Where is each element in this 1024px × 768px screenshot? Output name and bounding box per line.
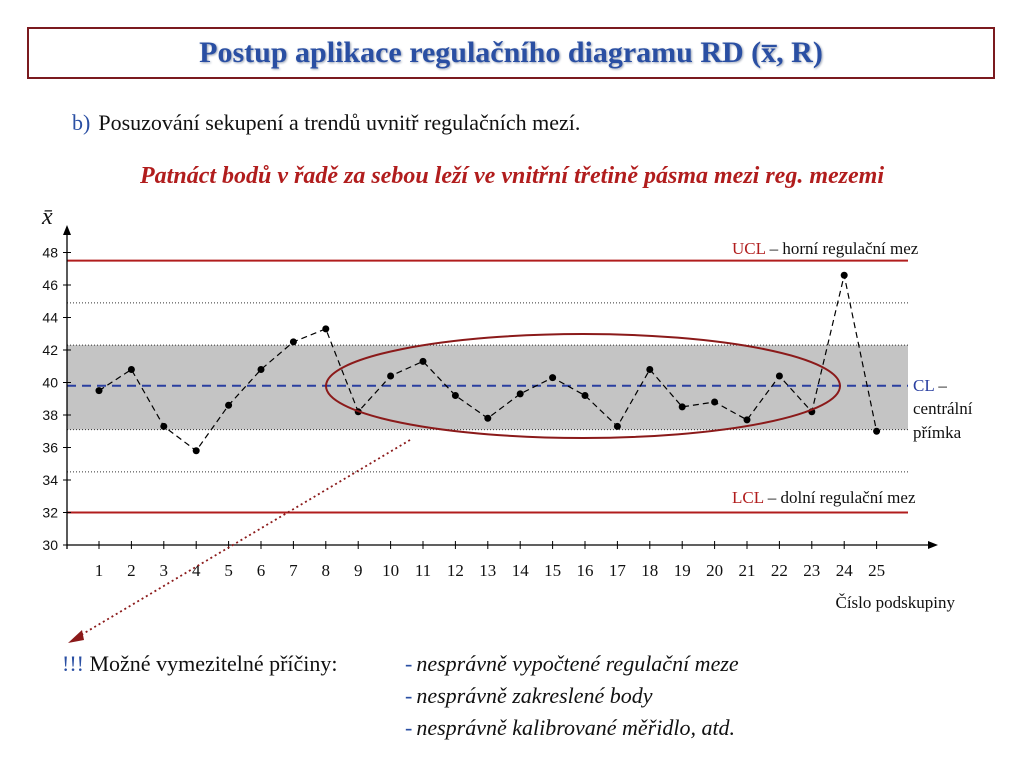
ucl-label: UCL – horní regulační mez (732, 239, 919, 258)
x-tick-label: 18 (641, 561, 658, 580)
x-tick-label: 4 (192, 561, 201, 580)
data-point (95, 387, 103, 395)
data-point (678, 403, 686, 411)
x-tick-label: 21 (739, 561, 756, 580)
y-tick-label: 40 (42, 375, 58, 391)
bullet-dash-icon: - (405, 715, 413, 740)
data-point (840, 271, 848, 279)
y-tick-label: 46 (42, 277, 58, 293)
causes-title: Možné vymezitelné příčiny: (89, 651, 338, 676)
x-tick-label: 9 (354, 561, 363, 580)
data-point (160, 422, 168, 430)
page-title: Postup aplikace regulačního diagramu RD … (199, 36, 823, 69)
y-tick-label: 44 (42, 310, 58, 326)
data-point (743, 416, 751, 424)
y-tick-label: 42 (42, 342, 58, 358)
data-point (257, 366, 265, 373)
data-point (127, 366, 135, 373)
y-axis-arrow-icon (63, 225, 71, 235)
cause-item-1: - nesprávně vypočtené regulační meze (405, 651, 739, 677)
x-axis-arrow-icon (928, 541, 938, 549)
x-tick-label: 7 (289, 561, 298, 580)
subtitle: b) Posuzování sekupení a trendů uvnitř re… (72, 110, 580, 136)
y-tick-label: 32 (42, 505, 58, 521)
x-tick-label: 1 (95, 561, 104, 580)
data-point (322, 325, 330, 333)
x-tick-label: 23 (803, 561, 820, 580)
subtitle-text: Posuzování sekupení a trendů uvnitř regu… (98, 110, 581, 135)
highlight-heading: Patnáct bodů v řadě za sebou leží ve vni… (140, 163, 884, 189)
x-tick-label: 14 (512, 561, 530, 580)
x-tick-label: 3 (160, 561, 169, 580)
causes-label: !!! Možné vymezitelné příčiny: (62, 651, 338, 677)
x-tick-label: 20 (706, 561, 723, 580)
x-tick-label: 22 (771, 561, 788, 580)
lcl-label-abbr: LCL (732, 488, 764, 507)
x-tick-label: 15 (544, 561, 561, 580)
y-tick-label: 34 (42, 472, 58, 488)
y-tick-label: 38 (42, 407, 58, 423)
data-point (873, 427, 881, 435)
x-tick-label: 17 (609, 561, 627, 580)
arrow-head-icon (68, 630, 84, 643)
lcl-label: LCL – dolní regulační mez (732, 488, 916, 507)
y-tick-label: 48 (42, 245, 58, 261)
cl-label-text: – (934, 376, 947, 395)
warning-prefix: !!! (62, 651, 84, 676)
x-tick-label: 8 (322, 561, 331, 580)
cl-label-abbr: CL (913, 376, 934, 395)
cause-item-2: - nesprávně zakreslené body (405, 683, 653, 709)
data-point (549, 374, 557, 382)
cause-text: nesprávně kalibrované měřidlo, atd. (416, 715, 736, 740)
title-box: Postup aplikace regulačního diagramu RD … (27, 27, 995, 79)
bullet-dash-icon: - (405, 651, 413, 676)
x-axis-label: Číslo podskupiny (836, 593, 956, 612)
ucl-label-text: – horní regulační mez (765, 239, 918, 258)
cl-label-line2: centrální (913, 399, 973, 418)
cause-text: nesprávně vypočtené regulační meze (416, 651, 739, 676)
cause-item-3: - nesprávně kalibrované měřidlo, atd. (405, 715, 735, 741)
highlight-ellipse (325, 333, 841, 439)
x-tick-label: 2 (127, 561, 136, 580)
y-tick-label: 36 (42, 440, 58, 456)
x-tick-label: 11 (415, 561, 431, 580)
data-point (192, 447, 200, 455)
y-axis-label: x̄ (41, 204, 53, 230)
lcl-label-text: – dolní regulační mez (763, 488, 915, 507)
x-tick-label: 24 (836, 561, 854, 580)
pointer-arrow (75, 439, 411, 639)
x-tick-label: 10 (382, 561, 399, 580)
data-point (613, 422, 621, 430)
list-marker: b) (72, 110, 91, 135)
cl-label-line3: přímka (913, 423, 962, 442)
x-tick-label: 13 (479, 561, 496, 580)
bullet-dash-icon: - (405, 683, 413, 708)
x-tick-label: 6 (257, 561, 266, 580)
x-tick-label: 12 (447, 561, 464, 580)
data-point (289, 338, 297, 346)
cause-text: nesprávně zakreslené body (416, 683, 653, 708)
x-tick-label: 5 (224, 561, 233, 580)
ucl-label-abbr: UCL (732, 239, 766, 258)
x-tick-label: 16 (577, 561, 594, 580)
x-tick-label: 25 (868, 561, 885, 580)
x-tick-label: 19 (674, 561, 691, 580)
data-point (646, 366, 654, 373)
data-point (225, 401, 233, 409)
data-point (419, 357, 427, 365)
data-point (484, 414, 492, 422)
data-point (516, 390, 524, 398)
data-point (581, 392, 589, 399)
data-point (451, 392, 459, 399)
data-point (387, 372, 395, 380)
y-tick-label: 30 (42, 537, 58, 553)
cl-label: CL – (913, 376, 947, 395)
data-point (775, 372, 783, 380)
data-point (711, 398, 719, 406)
